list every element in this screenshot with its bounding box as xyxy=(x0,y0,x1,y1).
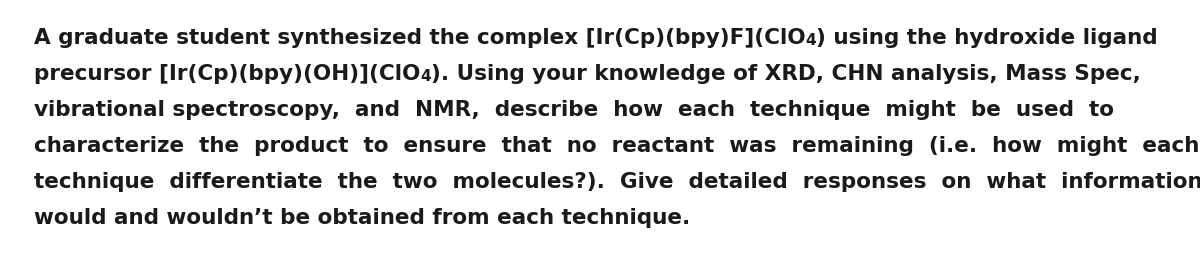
Text: 4: 4 xyxy=(420,69,431,84)
Text: vibrational spectroscopy,  and  NMR,  describe  how  each  technique  might  be : vibrational spectroscopy, and NMR, descr… xyxy=(34,100,1114,120)
Text: would and wouldn’t be obtained from each technique.: would and wouldn’t be obtained from each… xyxy=(34,208,690,228)
Text: ) using the hydroxide ligand: ) using the hydroxide ligand xyxy=(816,28,1158,48)
Text: precursor [Ir(Cp)(bpy)(OH)](ClO: precursor [Ir(Cp)(bpy)(OH)](ClO xyxy=(34,64,420,84)
Text: 4: 4 xyxy=(805,33,816,48)
Text: ). Using your knowledge of XRD, CHN analysis, Mass Spec,: ). Using your knowledge of XRD, CHN anal… xyxy=(431,64,1140,84)
Text: A graduate student synthesized the complex [Ir(Cp)(bpy)F](ClO: A graduate student synthesized the compl… xyxy=(34,28,805,48)
Text: characterize  the  product  to  ensure  that  no  reactant  was  remaining  (i.e: characterize the product to ensure that … xyxy=(34,136,1199,156)
Text: technique  differentiate  the  two  molecules?).  Give  detailed  responses  on : technique differentiate the two molecule… xyxy=(34,172,1200,192)
